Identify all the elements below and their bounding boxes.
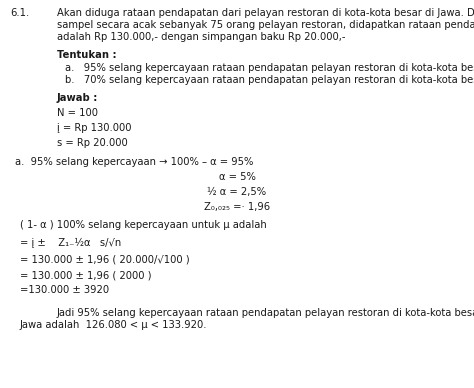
Text: a.  95% selang kepercayaan → 100% – α = 95%: a. 95% selang kepercayaan → 100% – α = 9… — [15, 157, 254, 167]
Text: Z₀,₀₂₅ =· 1,96: Z₀,₀₂₅ =· 1,96 — [204, 202, 270, 212]
Text: Jawab :: Jawab : — [57, 93, 99, 103]
Text: = į ±    Z₁₋½α   s/√n: = į ± Z₁₋½α s/√n — [20, 238, 121, 248]
Text: Akan diduga rataan pendapatan dari pelayan restoran di kota-kota besar di Jawa. : Akan diduga rataan pendapatan dari pelay… — [57, 8, 474, 18]
Text: sampel secara acak sebanyak 75 orang pelayan restoran, didapatkan rataan pendapa: sampel secara acak sebanyak 75 orang pel… — [57, 20, 474, 30]
Text: Tentukan :: Tentukan : — [57, 50, 117, 60]
Text: Jadi 95% selang kepercayaan rataan pendapatan pelayan restoran di kota-kota besa: Jadi 95% selang kepercayaan rataan penda… — [57, 308, 474, 318]
Text: b.   70% selang kepercayaan rataan pendapatan pelayan restoran di kota-kota besa: b. 70% selang kepercayaan rataan pendapa… — [65, 75, 474, 85]
Text: = 130.000 ± 1,96 ( 20.000/√100 ): = 130.000 ± 1,96 ( 20.000/√100 ) — [20, 255, 190, 265]
Text: ½ α = 2,5%: ½ α = 2,5% — [208, 187, 266, 197]
Text: ( 1- α ) 100% selang kepercayaan untuk μ adalah: ( 1- α ) 100% selang kepercayaan untuk μ… — [20, 220, 267, 230]
Text: 6.1.: 6.1. — [10, 8, 29, 18]
Text: adalah Rp 130.000,- dengan simpangan baku Rp 20.000,-: adalah Rp 130.000,- dengan simpangan bak… — [57, 32, 346, 42]
Text: s = Rp 20.000: s = Rp 20.000 — [57, 138, 128, 148]
Text: a.   95% selang kepercayaan rataan pendapatan pelayan restoran di kota-kota besa: a. 95% selang kepercayaan rataan pendapa… — [65, 63, 474, 73]
Text: α = 5%: α = 5% — [219, 172, 255, 182]
Text: į = Rp 130.000: į = Rp 130.000 — [57, 123, 131, 133]
Text: Jawa adalah  126.080 < μ < 133.920.: Jawa adalah 126.080 < μ < 133.920. — [20, 320, 208, 330]
Text: =130.000 ± 3920: =130.000 ± 3920 — [20, 285, 109, 295]
Text: = 130.000 ± 1,96 ( 2000 ): = 130.000 ± 1,96 ( 2000 ) — [20, 270, 152, 280]
Text: N = 100: N = 100 — [57, 108, 98, 118]
